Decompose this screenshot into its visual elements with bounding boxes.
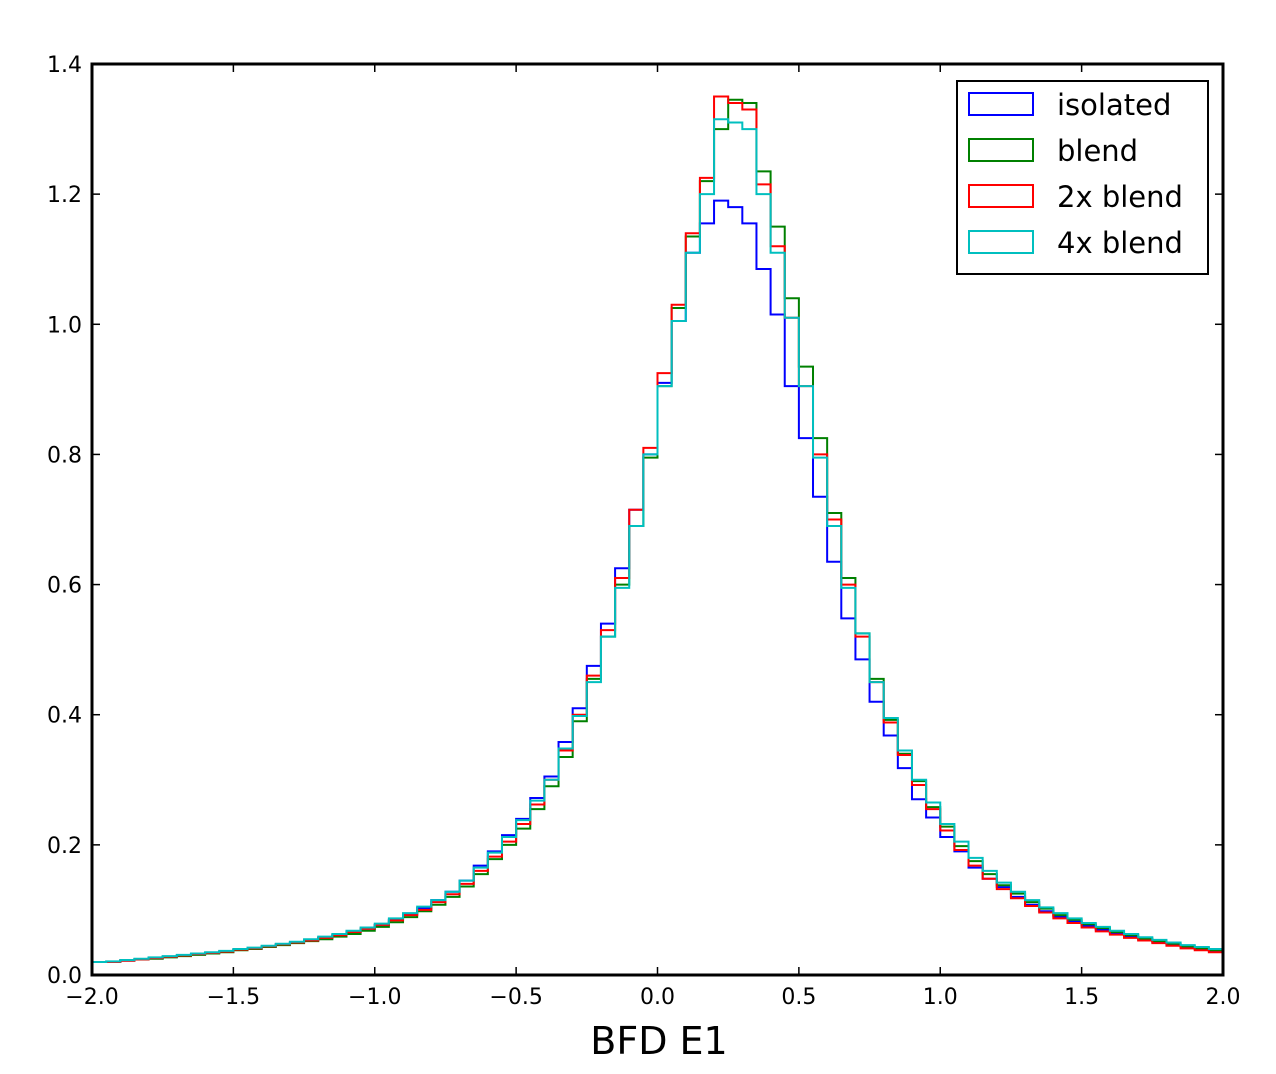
x-tick-label: 0.0 [640, 985, 675, 1010]
y-tick-label: 0.4 [47, 704, 82, 729]
y-tick-label: 1.4 [47, 53, 82, 78]
legend: isolated blend 2x blend 4x blend [956, 80, 1209, 275]
y-tick-label: 1.2 [47, 183, 82, 208]
y-tick-label: 1.0 [47, 313, 82, 338]
y-tick-label: 0.2 [47, 834, 82, 859]
series-layer [92, 95, 1224, 963]
x-tick-label: −0.5 [489, 985, 542, 1010]
x-tick-label: −2.0 [65, 985, 118, 1010]
axes-layer: −2.0 −1.5 −1.0 −0.5 0.0 0.5 1.0 1.5 2.0 0.0 0.2 0.4… [47, 53, 1241, 1010]
legend-box [956, 80, 1209, 275]
legend-label: 4x blend [1057, 226, 1183, 260]
x-tick-label: 1.0 [923, 985, 958, 1010]
x-tick-label: −1.0 [348, 985, 401, 1010]
legend-swatch [968, 138, 1034, 162]
legend-label: blend [1057, 134, 1138, 168]
series-line-4x-blend [92, 118, 1224, 963]
y-tick-label: 0.0 [47, 964, 82, 989]
legend-label: 2x blend [1057, 180, 1183, 214]
y-tick-label: 0.6 [47, 574, 82, 599]
y-tick-label: 0.8 [47, 443, 82, 468]
legend-swatch [968, 230, 1034, 254]
x-axis-title: BFD E1 [590, 1019, 727, 1063]
x-tick-label: 0.5 [781, 985, 816, 1010]
x-tick-label: 1.5 [1064, 985, 1099, 1010]
legend-swatch [968, 184, 1034, 208]
x-tick-label: −1.5 [207, 985, 260, 1010]
legend-label: isolated [1057, 88, 1171, 122]
legend-swatch [968, 92, 1034, 116]
x-tick-label: 2.0 [1206, 985, 1241, 1010]
